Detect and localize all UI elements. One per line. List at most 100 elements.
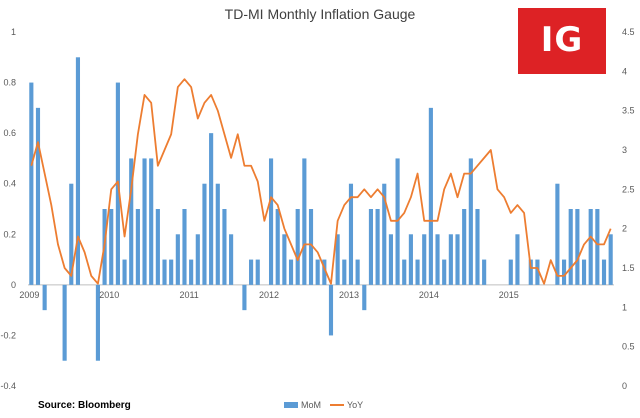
mom-bar (581, 259, 587, 285)
y-right-tick-label: 0 (622, 381, 627, 391)
mom-bar (462, 209, 467, 285)
mom-bar (535, 259, 540, 285)
mom-bar (275, 209, 280, 285)
mom-bar (255, 259, 260, 285)
x-tick-label: 2013 (339, 290, 359, 300)
mom-bar (588, 209, 593, 285)
legend: MoM YoY (284, 400, 363, 410)
mom-bar (362, 284, 367, 311)
x-tick-label: 2015 (499, 290, 519, 300)
mom-bar (109, 209, 114, 285)
mom-bar (249, 259, 254, 285)
mom-bars (29, 57, 613, 361)
mom-bar (561, 259, 567, 285)
legend-label-mom: MoM (301, 400, 321, 410)
mom-bar (135, 209, 140, 285)
mom-bar (229, 234, 234, 285)
mom-bar (29, 82, 34, 285)
mom-bar (528, 259, 533, 285)
x-tick-label: 2009 (19, 290, 39, 300)
y-left-tick-label: -0.4 (0, 381, 16, 391)
mom-bar (288, 259, 294, 285)
mom-bar (435, 234, 440, 285)
y-right-tick-label: 4.5 (622, 27, 635, 37)
mom-bar (382, 183, 387, 285)
chart-title: TD-MI Monthly Inflation Gauge (225, 6, 416, 22)
x-tick-label: 2010 (99, 290, 119, 300)
mom-bar (348, 183, 354, 285)
y-right-tick-label: 1.5 (622, 263, 635, 273)
mom-bar (368, 209, 374, 285)
y-axis-right: 0 0.5 1 1.5 2 2.5 3 3.5 4 4.5 (622, 27, 635, 391)
y-left-tick-label: 0.8 (3, 78, 16, 88)
mom-bar (209, 133, 214, 285)
mom-bar (415, 259, 420, 285)
mom-bar (69, 183, 74, 285)
mom-bar (388, 234, 393, 285)
mom-bar (242, 284, 247, 311)
source-note: Source: Bloomberg (38, 400, 131, 411)
mom-bar (555, 183, 560, 285)
x-tick-label: 2011 (179, 290, 198, 300)
mom-bar (448, 234, 453, 285)
mom-bar (75, 57, 81, 285)
mom-bar (142, 158, 147, 285)
mom-bar (595, 209, 600, 285)
mom-bar (122, 259, 127, 285)
mom-bar (408, 234, 413, 285)
y-right-tick-label: 2 (622, 224, 627, 234)
mom-bar (42, 284, 47, 311)
ig-logo-text: IG (540, 20, 584, 60)
mom-bar (175, 234, 180, 285)
legend-label-yoy: YoY (347, 400, 363, 410)
yoy-line (30, 78, 612, 285)
mom-bar (428, 107, 433, 285)
y-axis-left: -0.4 -0.2 0 0.2 0.4 0.6 0.8 1 (0, 27, 16, 391)
y-left-tick-label: 1 (11, 27, 16, 37)
mom-bar (62, 284, 67, 361)
mom-bar (482, 259, 487, 285)
mom-bar (155, 209, 160, 285)
mom-bar (455, 234, 460, 285)
mom-bar (375, 209, 380, 285)
y-right-tick-label: 4 (622, 66, 627, 76)
mom-bar (162, 259, 167, 285)
legend-swatch-mom (284, 402, 298, 408)
mom-bar (129, 158, 134, 285)
mom-bar (342, 259, 347, 285)
mom-bar (475, 209, 480, 285)
y-left-tick-label: 0 (11, 280, 16, 290)
mom-bar (575, 209, 580, 285)
mom-bar (95, 284, 100, 361)
mom-bar (268, 158, 274, 285)
x-axis-labels: 2009 2010 2011 2012 2013 2014 2015 (19, 290, 518, 300)
mom-bar (508, 259, 513, 285)
y-left-tick-label: 0.4 (3, 179, 16, 189)
mom-bar (35, 107, 41, 285)
mom-bar (315, 259, 320, 285)
mom-bar (422, 234, 427, 285)
mom-bar (295, 209, 300, 285)
mom-bar (169, 259, 174, 285)
y-left-tick-label: -0.2 (0, 330, 16, 340)
mom-bar (402, 259, 407, 285)
y-right-tick-label: 3 (622, 145, 627, 155)
mom-bar (302, 158, 307, 285)
mom-bar (215, 183, 220, 285)
mom-bar (355, 259, 360, 285)
mom-bar (202, 183, 207, 285)
mom-bar (608, 234, 613, 285)
mom-bar (328, 284, 334, 336)
y-right-tick-label: 0.5 (622, 342, 635, 352)
mom-bar (335, 234, 340, 285)
ig-logo: IG (518, 8, 606, 74)
mom-bar (515, 234, 520, 285)
mom-bar (222, 209, 227, 285)
mom-bar (195, 234, 200, 285)
x-tick-label: 2012 (259, 290, 279, 300)
y-left-tick-label: 0.2 (3, 229, 16, 239)
y-right-tick-label: 2.5 (622, 184, 635, 194)
mom-bar (189, 259, 194, 285)
